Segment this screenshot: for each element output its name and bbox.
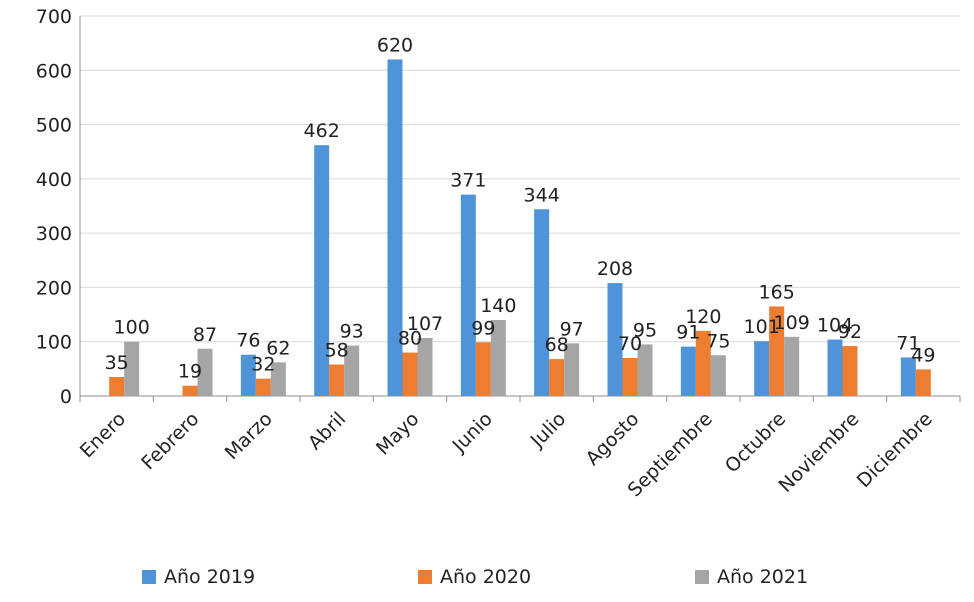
bar-ano-2020-junio xyxy=(475,342,491,396)
data-label: 92 xyxy=(838,321,862,343)
bar-ano-2019-mayo xyxy=(387,59,403,397)
data-label: 49 xyxy=(911,344,935,366)
legend-swatch xyxy=(695,570,709,584)
data-label: 87 xyxy=(193,324,217,346)
data-label: 101 xyxy=(744,316,780,338)
data-label: 97 xyxy=(560,318,584,340)
bar-ano-2019-marzo xyxy=(240,354,256,396)
data-label: 35 xyxy=(105,352,129,374)
bar-ano-2019-junio xyxy=(460,194,476,396)
data-labels: 76 462 620 371 344 208 91 101 104 71 35 19 32 58 80 99 6… xyxy=(105,34,936,382)
bar-ano-2020-septiembre xyxy=(695,330,711,396)
data-label: 109 xyxy=(774,312,810,334)
legend-swatch xyxy=(418,570,432,584)
bar-ano-2020-enero xyxy=(109,377,125,396)
x-category-label: Mayo xyxy=(372,408,424,460)
bar-ano-2021-julio xyxy=(564,343,580,396)
legend-swatch xyxy=(142,570,156,584)
bar-ano-2021-febrero xyxy=(197,348,213,396)
bar-ano-2021-enero xyxy=(124,341,140,396)
bar-ano-2020-octubre xyxy=(769,306,785,396)
bar-ano-2020-noviembre xyxy=(842,346,858,396)
bar-ano-2021-septiembre xyxy=(710,355,726,396)
y-tick-label: 300 xyxy=(36,223,72,245)
data-label: 19 xyxy=(178,361,202,383)
data-label: 371 xyxy=(450,170,486,192)
bars xyxy=(109,59,931,397)
bar-ano-2021-mayo xyxy=(417,337,433,396)
x-category-label: Abril xyxy=(304,408,350,454)
bar-ano-2019-septiembre xyxy=(680,346,696,396)
bar-ano-2020-febrero xyxy=(182,385,198,396)
axes: 0 100 200 300 400 500 600 700 xyxy=(36,6,961,408)
data-label: 76 xyxy=(236,330,260,352)
y-tick-label: 700 xyxy=(36,6,72,28)
y-tick-label: 500 xyxy=(36,115,72,137)
y-tick-label: 100 xyxy=(36,332,72,354)
data-label: 100 xyxy=(114,317,150,339)
x-category-label: Diciembre xyxy=(853,408,937,492)
bar-ano-2019-noviembre xyxy=(827,339,843,396)
data-label: 620 xyxy=(377,34,413,56)
x-category-label: Julio xyxy=(526,408,570,452)
bar-ano-2021-agosto xyxy=(637,344,653,396)
bar-ano-2021-marzo xyxy=(270,362,286,396)
bar-ano-2020-marzo xyxy=(255,378,271,396)
y-tick-label: 600 xyxy=(36,60,72,82)
y-tick-label: 200 xyxy=(36,277,72,299)
data-label: 70 xyxy=(618,333,642,355)
bar-ano-2019-abril xyxy=(314,145,330,396)
data-label: 93 xyxy=(340,321,364,343)
bar-ano-2019-octubre xyxy=(754,341,770,396)
data-label: 58 xyxy=(325,340,349,362)
x-category-label: Junio xyxy=(448,408,497,457)
data-label: 140 xyxy=(480,295,516,317)
x-category-label: Agosto xyxy=(582,408,644,470)
data-label: 91 xyxy=(676,322,700,344)
x-category-label: Febrero xyxy=(137,408,203,474)
data-label: 208 xyxy=(597,258,633,280)
x-category-label: Octubre xyxy=(721,408,790,477)
legend-label: Año 2019 xyxy=(164,566,255,588)
category-labels: Enero Febrero Marzo Abril Mayo Junio Julio Agos… xyxy=(76,408,937,501)
bar-ano-2020-julio xyxy=(549,359,565,396)
data-label: 75 xyxy=(706,330,730,352)
y-tick-label: 400 xyxy=(36,169,72,191)
x-category-label: Marzo xyxy=(221,408,277,464)
y-tick-label: 0 xyxy=(60,386,72,408)
data-label: 120 xyxy=(685,306,721,328)
data-label: 68 xyxy=(545,334,569,356)
bar-ano-2021-junio xyxy=(490,320,506,396)
bar-ano-2020-agosto xyxy=(622,358,638,396)
data-label: 104 xyxy=(817,315,853,337)
data-label: 95 xyxy=(633,319,657,341)
bar-ano-2020-mayo xyxy=(402,352,418,396)
x-category-label: Enero xyxy=(76,408,130,462)
data-label: 32 xyxy=(251,354,275,376)
legend-label: Año 2021 xyxy=(717,566,808,588)
bar-ano-2020-diciembre xyxy=(915,369,931,396)
bar-ano-2021-octubre xyxy=(784,336,800,396)
gridlines xyxy=(80,15,960,343)
bar-ano-2021-abril xyxy=(344,345,360,396)
bar-ano-2019-julio xyxy=(534,209,550,396)
data-label: 462 xyxy=(304,120,340,142)
bar-ano-2019-agosto xyxy=(607,283,623,396)
data-label: 80 xyxy=(398,328,422,350)
bar-ano-2020-abril xyxy=(329,364,345,396)
data-label: 99 xyxy=(471,317,495,339)
legend-label: Año 2020 xyxy=(440,566,531,588)
data-label: 165 xyxy=(759,281,795,303)
legend: Año 2019 Año 2020 Año 2021 xyxy=(142,566,808,588)
data-label: 107 xyxy=(407,313,443,335)
data-label: 71 xyxy=(896,332,920,354)
data-label: 344 xyxy=(524,184,560,206)
bar-ano-2019-diciembre xyxy=(900,357,916,396)
data-label: 62 xyxy=(266,337,290,359)
